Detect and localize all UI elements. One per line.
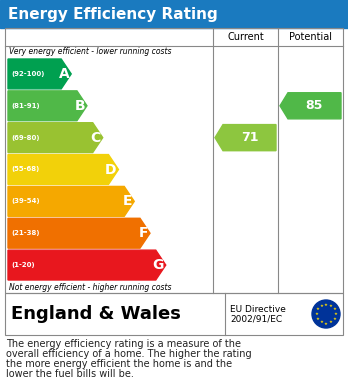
Circle shape [312,300,340,328]
Text: Current: Current [227,32,264,42]
Polygon shape [215,125,276,151]
Text: ★: ★ [324,321,328,325]
Text: E: E [123,194,132,208]
Polygon shape [8,154,118,185]
Bar [5,293,343,335]
Text: A: A [58,67,69,81]
Polygon shape [280,93,341,119]
Bar [0,0,348,28]
Text: (55-68): (55-68) [11,167,39,172]
Text: ★: ★ [332,307,336,311]
Text: ★: ★ [329,304,333,308]
Text: the more energy efficient the home is and the: the more energy efficient the home is an… [6,359,232,369]
Polygon shape [8,123,103,152]
Polygon shape [8,91,87,121]
Text: (69-80): (69-80) [11,135,40,141]
Text: C: C [90,131,101,145]
Polygon shape [8,59,71,89]
Text: B: B [74,99,85,113]
Text: ★: ★ [316,307,320,311]
Text: ★: ★ [334,312,338,316]
Text: lower the fuel bills will be.: lower the fuel bills will be. [6,369,134,379]
Text: F: F [139,226,148,240]
Text: ★: ★ [324,303,328,307]
Text: ★: ★ [319,304,323,308]
Text: Energy Efficiency Rating: Energy Efficiency Rating [8,7,218,22]
Text: The energy efficiency rating is a measure of the: The energy efficiency rating is a measur… [6,339,241,349]
Text: (92-100): (92-100) [11,71,45,77]
Text: ★: ★ [332,317,336,321]
Text: 71: 71 [241,131,258,144]
Text: (81-91): (81-91) [11,103,40,109]
Text: EU Directive: EU Directive [230,305,286,314]
Text: Very energy efficient - lower running costs: Very energy efficient - lower running co… [9,47,172,57]
Text: ★: ★ [315,312,318,316]
Polygon shape [8,250,166,280]
Text: ★: ★ [316,317,320,321]
Text: D: D [105,163,117,176]
Text: (1-20): (1-20) [11,262,34,268]
Polygon shape [8,218,150,248]
Text: ★: ★ [319,320,323,324]
Text: G: G [152,258,164,272]
Text: (39-54): (39-54) [11,198,40,204]
Text: 2002/91/EC: 2002/91/EC [230,314,282,323]
Text: overall efficiency of a home. The higher the rating: overall efficiency of a home. The higher… [6,349,252,359]
Text: ★: ★ [329,320,333,324]
Text: England & Wales: England & Wales [11,305,181,323]
Polygon shape [8,187,134,216]
Text: Potential: Potential [289,32,332,42]
Text: (21-38): (21-38) [11,230,40,236]
Bar [5,28,343,293]
Text: Not energy efficient - higher running costs: Not energy efficient - higher running co… [9,283,172,292]
Text: 85: 85 [305,99,322,112]
